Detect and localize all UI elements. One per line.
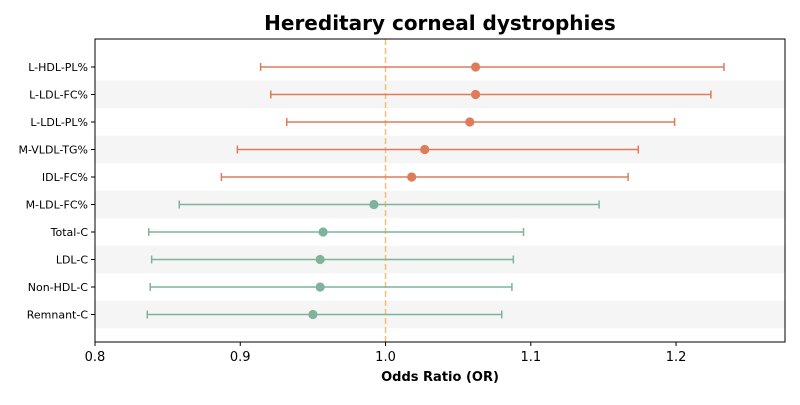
forest-row — [146, 309, 503, 320]
category-label: Total-C — [50, 226, 89, 239]
or-point — [308, 309, 318, 320]
or-point — [407, 172, 417, 182]
x-tick-label: 1.1 — [520, 350, 541, 365]
category-label: IDL-FC% — [42, 171, 88, 184]
forest-row — [149, 282, 513, 292]
forest-row — [147, 227, 525, 237]
x-tick-label: 1.2 — [666, 350, 687, 365]
x-tick-label: 0.8 — [85, 350, 106, 365]
forest-row — [259, 62, 725, 72]
category-label: L-HDL-PL% — [28, 61, 88, 74]
x-tick-label: 0.9 — [230, 350, 251, 365]
or-point — [470, 62, 481, 72]
forest-row — [150, 254, 515, 265]
forest-row — [236, 144, 640, 155]
or-point — [315, 254, 325, 265]
category-label: L-LDL-PL% — [30, 116, 88, 129]
forest-row — [285, 117, 676, 127]
category-label: Remnant-C — [27, 309, 89, 322]
category-label: M-VLDL-TG% — [18, 144, 88, 157]
or-point — [420, 144, 430, 155]
category-label: L-LDL-FC% — [29, 89, 88, 102]
or-point — [315, 282, 325, 292]
plot-frame — [94, 38, 786, 343]
forest-row — [220, 172, 629, 182]
x-axis: 0.8 0.9 1.0 1.1 1.2 — [85, 342, 687, 365]
chart-title: Hereditary corneal dystrophies — [264, 11, 616, 35]
or-point — [369, 199, 379, 210]
forest-row — [270, 89, 712, 100]
chart-marks — [146, 62, 725, 320]
or-point — [470, 89, 481, 100]
or-point — [318, 227, 328, 237]
or-point — [465, 117, 475, 127]
forest-row — [178, 199, 600, 210]
x-tick-label: 1.0 — [375, 350, 396, 365]
category-label: Non-HDL-C — [28, 281, 89, 294]
category-label: LDL-C — [56, 254, 89, 267]
category-labels: L-HDL-PL% L-LDL-FC% L-LDL-PL% M-VLDL-TG% IDL… — [18, 61, 95, 322]
x-axis-label: Odds Ratio (OR) — [381, 370, 499, 385]
category-label: M-LDL-FC% — [26, 199, 88, 212]
